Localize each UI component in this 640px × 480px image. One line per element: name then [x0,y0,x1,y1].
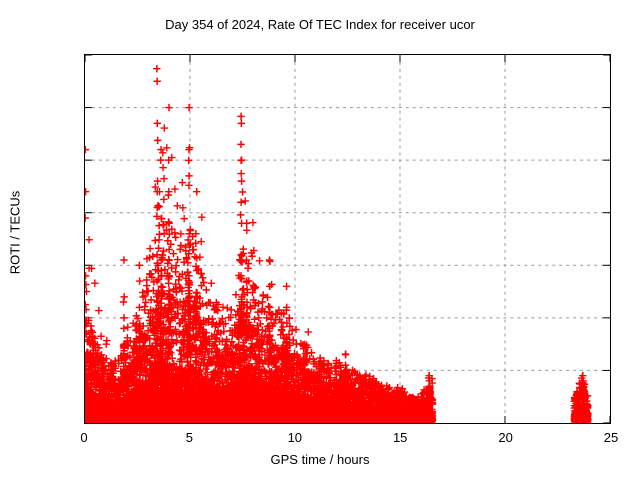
x-tick-label: 10 [265,430,325,445]
x-tick-label: 25 [581,430,640,445]
x-tick-label: 0 [54,430,114,445]
x-tick-label: 5 [159,430,219,445]
plot-area [84,54,611,424]
x-tick-label: 15 [370,430,430,445]
scatter-data-layer [85,55,610,423]
x-tick-label: 20 [476,430,536,445]
